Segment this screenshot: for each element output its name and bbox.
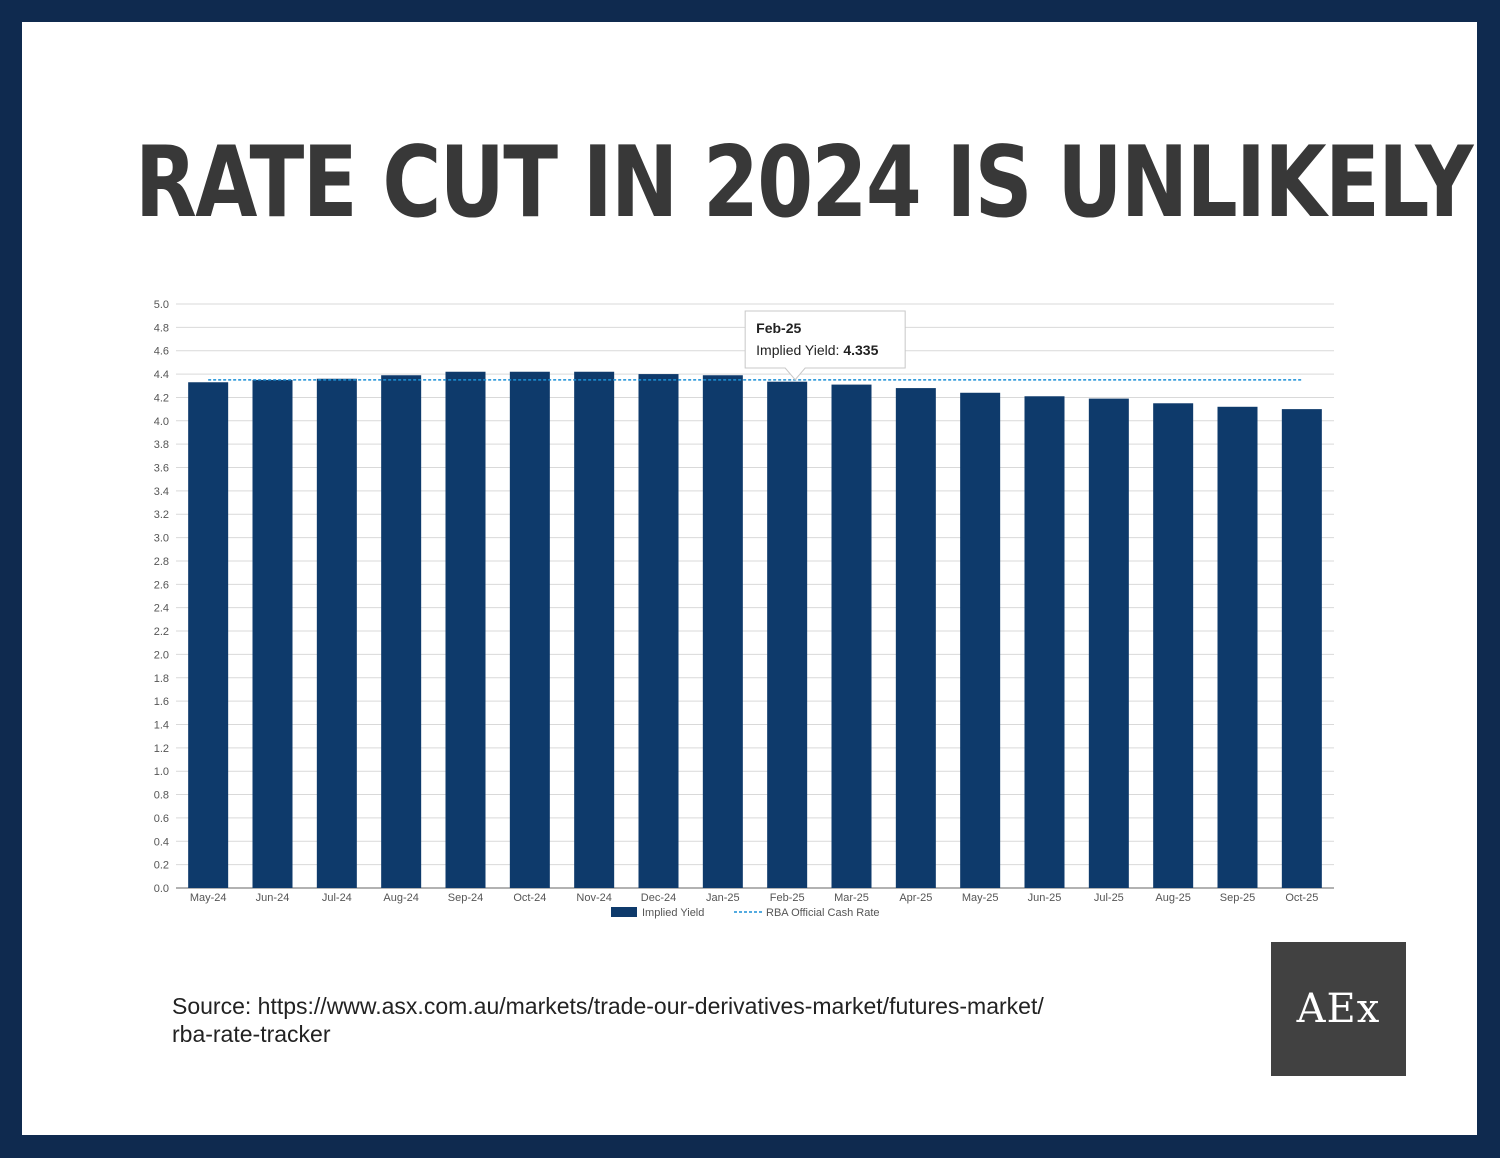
- y-tick-label: 0.4: [154, 836, 169, 848]
- y-tick-label: 3.4: [154, 486, 169, 498]
- x-tick-label: Sep-24: [448, 892, 483, 904]
- x-tick-label: Mar-25: [834, 892, 869, 904]
- tooltip-box: [744, 310, 906, 381]
- y-tick-label: 2.2: [154, 626, 169, 638]
- y-tick-label: 4.0: [154, 416, 169, 428]
- y-tick-label: 3.6: [154, 463, 169, 475]
- x-tick-label: Sep-25: [1220, 892, 1255, 904]
- y-tick-label: 1.4: [154, 719, 169, 731]
- bar-jan-25: [702, 375, 743, 888]
- source-note: Source: https://www.asx.com.au/markets/t…: [172, 992, 1044, 1048]
- bar-may-24: [188, 382, 229, 888]
- bar-jun-24: [252, 379, 293, 888]
- y-tick-label: 1.8: [154, 673, 169, 685]
- x-tick-label: Nov-24: [576, 892, 611, 904]
- y-tick-label: 2.8: [154, 556, 169, 568]
- legend-label-cash-rate: RBA Official Cash Rate: [766, 907, 880, 919]
- bar-may-25: [960, 392, 1001, 888]
- y-tick-label: 0.0: [154, 883, 169, 895]
- y-tick-label: 2.4: [154, 603, 169, 615]
- x-tick-label: Jun-25: [1028, 892, 1062, 904]
- y-tick-label: 3.2: [154, 509, 169, 521]
- aex-logo: AEx: [1271, 942, 1406, 1076]
- y-tick-label: 4.2: [154, 392, 169, 404]
- y-tick-label: 4.8: [154, 322, 169, 334]
- y-tick-label: 0.6: [154, 813, 169, 825]
- y-tick-label: 5.0: [154, 299, 169, 311]
- y-tick-label: 2.0: [154, 649, 169, 661]
- bar-mar-25: [831, 384, 872, 888]
- bar-aug-25: [1153, 403, 1194, 888]
- bar-nov-24: [574, 371, 615, 888]
- bar-oct-24: [509, 371, 550, 888]
- x-tick-label: Feb-25: [770, 892, 805, 904]
- y-tick-label: 1.6: [154, 696, 169, 708]
- bar-oct-25: [1281, 409, 1322, 888]
- bar-feb-25: [767, 381, 808, 888]
- x-tick-label: Jul-24: [322, 892, 352, 904]
- bar-sep-24: [445, 371, 486, 888]
- bar-jul-24: [316, 378, 357, 888]
- tooltip-label: Implied Yield: 4.335: [756, 342, 878, 358]
- x-tick-label: Aug-25: [1155, 892, 1190, 904]
- bar-jul-25: [1088, 398, 1129, 888]
- y-tick-label: 1.0: [154, 766, 169, 778]
- y-tick-label: 3.0: [154, 533, 169, 545]
- legend-label-implied-yield: Implied Yield: [642, 907, 704, 919]
- x-tick-label: Oct-24: [513, 892, 546, 904]
- bar-jun-25: [1024, 396, 1065, 888]
- x-tick-label: Apr-25: [899, 892, 932, 904]
- logo-text: AEx: [1296, 986, 1381, 1032]
- page-title: RATE CUT IN 2024 IS UNLIKELY: [135, 126, 1473, 240]
- bar-apr-25: [895, 388, 936, 888]
- x-tick-label: Jul-25: [1094, 892, 1124, 904]
- source-line-2: rba-rate-tracker: [172, 1021, 331, 1047]
- y-tick-label: 4.6: [154, 346, 169, 358]
- bar-sep-25: [1217, 406, 1258, 888]
- tooltip-value: 4.335: [843, 342, 878, 358]
- x-tick-label: Aug-24: [383, 892, 418, 904]
- y-tick-label: 4.4: [154, 369, 169, 381]
- x-tick-label: Dec-24: [641, 892, 676, 904]
- y-tick-label: 0.2: [154, 860, 169, 872]
- y-tick-label: 0.8: [154, 790, 169, 802]
- x-tick-label: Oct-25: [1285, 892, 1318, 904]
- x-tick-label: May-25: [962, 892, 999, 904]
- y-tick-label: 3.8: [154, 439, 169, 451]
- x-tick-label: May-24: [190, 892, 227, 904]
- bar-dec-24: [638, 374, 679, 889]
- y-tick-label: 2.6: [154, 579, 169, 591]
- y-tick-label: 1.2: [154, 743, 169, 755]
- x-tick-label: Jun-24: [256, 892, 290, 904]
- source-line-1: Source: https://www.asx.com.au/markets/t…: [172, 993, 1044, 1019]
- legend-swatch-implied-yield: [611, 907, 637, 917]
- bar-aug-24: [381, 375, 422, 888]
- x-tick-label: Jan-25: [706, 892, 740, 904]
- tooltip-category: Feb-25: [756, 320, 801, 336]
